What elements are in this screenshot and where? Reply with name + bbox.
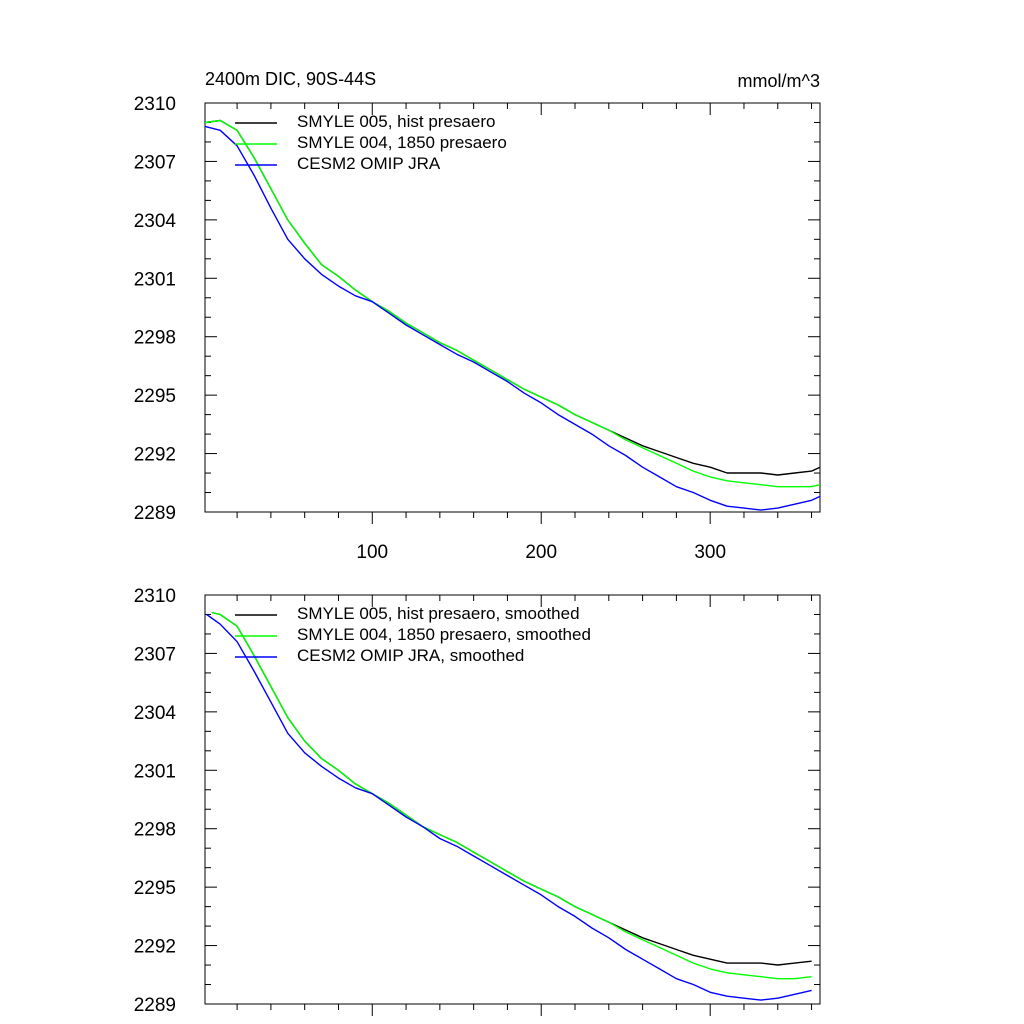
- x-tick-label: 300: [694, 542, 726, 563]
- x-tick-label: 100: [356, 542, 388, 563]
- legend-label: CESM2 OMIP JRA, smoothed: [297, 646, 524, 665]
- legend-label: SMYLE 004, 1850 presaero: [297, 133, 507, 152]
- y-tick-label: 2307: [134, 152, 176, 173]
- y-tick-label: 2301: [134, 761, 176, 782]
- x-tick-label: 200: [525, 542, 557, 563]
- legend-label: SMYLE 004, 1850 presaero, smoothed: [297, 625, 591, 644]
- legend-label: SMYLE 005, hist presaero: [297, 112, 495, 131]
- y-tick-label: 2310: [134, 94, 176, 115]
- y-tick-label: 2292: [134, 445, 176, 466]
- series-line-black: [204, 119, 821, 476]
- y-tick-label: 2289: [134, 995, 176, 1016]
- plot-frame: [204, 594, 821, 1005]
- y-tick-label: 2301: [134, 269, 176, 290]
- y-tick-label: 2304: [134, 703, 177, 724]
- y-tick-label: 2295: [134, 878, 176, 899]
- y-tick-label: 2292: [134, 937, 176, 958]
- bottom-panel: 2310 2307 2304 2301 2298 2295 2292 2289 SMYLE 00…: [134, 586, 821, 1016]
- series-line-blue: [206, 613, 812, 1001]
- y-tick-label: 2298: [134, 328, 176, 349]
- series-line-blue: [204, 125, 821, 511]
- series-line-green: [204, 119, 821, 488]
- y-tick-label: 2298: [134, 820, 176, 841]
- series-line-black: [211, 611, 812, 966]
- y-tick-label: 2310: [134, 586, 176, 607]
- top-panel: 2400m DIC, 90S-44S mmol/m^3 2310 2307 2304…: [134, 69, 821, 563]
- y-tick-label: 2304: [134, 211, 177, 232]
- y-tick-label: 2289: [134, 503, 176, 524]
- units-label: mmol/m^3: [738, 71, 820, 91]
- y-tick-label: 2307: [134, 644, 176, 665]
- plot-frame: [204, 102, 821, 513]
- legend-label: SMYLE 005, hist presaero, smoothed: [297, 604, 580, 623]
- chart-title: 2400m DIC, 90S-44S: [205, 69, 376, 89]
- series-line-green: [211, 611, 812, 980]
- legend-label: CESM2 OMIP JRA: [297, 154, 441, 173]
- y-tick-label: 2295: [134, 386, 176, 407]
